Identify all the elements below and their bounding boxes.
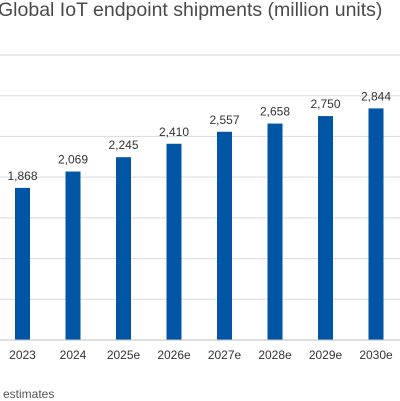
bar <box>217 131 232 340</box>
x-tick-label: 2025e <box>107 348 141 362</box>
data-label: 2,245 <box>108 138 138 152</box>
bar <box>65 171 81 340</box>
x-tick-label: 2023 <box>9 348 36 362</box>
data-label: 2,658 <box>260 105 290 119</box>
bar <box>116 157 131 340</box>
bar <box>15 187 30 340</box>
data-label: 2,844 <box>361 89 391 103</box>
bar <box>166 143 182 340</box>
x-tick-label: 2029e <box>309 348 343 362</box>
data-label: 1,868 <box>7 169 37 183</box>
bar <box>368 108 384 340</box>
x-tick-label: 2024 <box>60 348 87 362</box>
x-tick-label: 2027e <box>208 348 242 362</box>
x-tick-label: 2026e <box>157 348 191 362</box>
bar <box>267 123 283 340</box>
bar <box>318 116 333 340</box>
chart-note: estimates <box>3 387 55 401</box>
data-label: 2,557 <box>209 113 239 127</box>
x-tick-label: 2030e <box>359 348 393 362</box>
data-label: 2,069 <box>58 153 88 167</box>
chart-title: Global IoT endpoint shipments (million u… <box>0 0 383 21</box>
data-label: 2,750 <box>310 97 340 111</box>
data-label: 2,410 <box>159 125 189 139</box>
x-tick-label: 2028e <box>258 348 292 362</box>
